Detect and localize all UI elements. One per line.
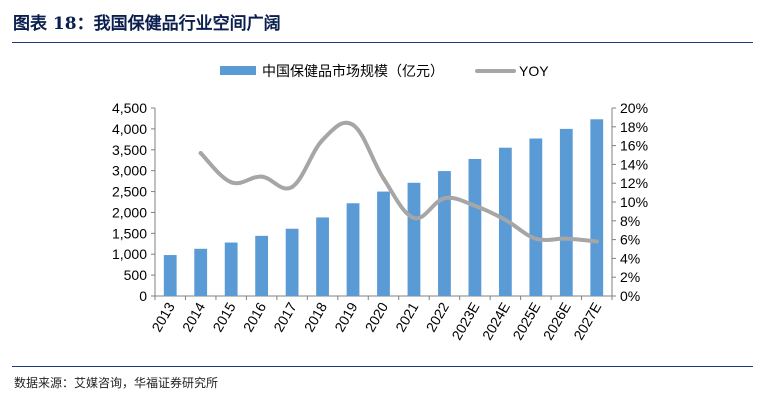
bar-2021: [407, 182, 421, 296]
x-tick-label: 2014: [179, 299, 209, 334]
yoy-point-2020: [381, 176, 386, 181]
x-tick-label: 2018: [301, 299, 331, 334]
left-axis-tick-label: 1,000: [112, 246, 147, 262]
yoy-point-2018: [320, 137, 325, 142]
yoy-point-2014: [198, 151, 203, 156]
x-tick-label: 2022: [423, 299, 453, 334]
left-axis-tick-label: 3,500: [112, 142, 147, 158]
source-rule: [12, 366, 753, 367]
bar-2020: [377, 191, 390, 296]
right-axis-tick-label: 20%: [620, 100, 648, 116]
yoy-series: [198, 120, 599, 244]
bar-2027E: [590, 119, 604, 296]
right-axis-tick-label: 18%: [620, 119, 648, 135]
x-tick-label: 2024E: [479, 300, 513, 343]
x-tick-label: 2025E: [509, 300, 543, 343]
x-tick-label: 2026E: [540, 300, 574, 343]
bar-2016: [255, 235, 269, 296]
yoy-point-2022: [442, 196, 447, 201]
left-axis-tick-label: 3,000: [112, 163, 147, 179]
bar-2015: [224, 242, 238, 296]
title-rule: [12, 42, 753, 43]
left-axis-tick-label: 500: [124, 267, 148, 283]
bar-2013: [163, 255, 177, 296]
legend-bar-label: 中国保健品市场规模（亿元）: [262, 63, 444, 79]
bar-2022: [438, 171, 451, 296]
left-axis-tick-label: 4,000: [112, 121, 147, 137]
legend-bar-swatch: [220, 66, 256, 75]
x-tick-label: 2027E: [570, 300, 604, 343]
x-tick-label: 2023E: [448, 300, 482, 343]
bar-2023E: [468, 158, 482, 296]
legend: 中国保健品市场规模（亿元） YOY: [220, 63, 549, 79]
x-tick-label: 2021: [392, 299, 422, 334]
bar-2026E: [559, 128, 573, 296]
x-tick-label: 2017: [270, 299, 300, 334]
right-axis-tick-label: 4%: [620, 250, 640, 266]
source-note: 数据来源：艾媒咨询，华福证券研究所: [14, 376, 219, 390]
left-axis-tick-label: 0: [139, 288, 147, 304]
yoy-point-2023E: [472, 203, 477, 208]
bar-2019: [346, 203, 360, 296]
yoy-point-2025E: [533, 236, 538, 241]
bar-2018: [316, 217, 329, 296]
bar-2017: [285, 228, 299, 296]
yoy-point-2015: [229, 180, 234, 185]
right-axis-tick-label: 16%: [620, 138, 648, 154]
yoy-point-2027E: [594, 239, 599, 244]
x-tick-labels: 2013 2014 2015 2016 2017 2018 2019 2020 2021 2022…: [148, 299, 604, 342]
right-axis-tick-label: 12%: [620, 175, 648, 191]
right-axis-tick-label: 14%: [620, 156, 648, 172]
yoy-point-2017: [290, 184, 295, 189]
right-axis-tick-label: 6%: [620, 232, 640, 248]
bar-2025E: [529, 138, 543, 296]
left-axis-tick-label: 4,500: [112, 100, 147, 116]
x-tick-label: 2015: [209, 299, 239, 334]
x-tick-label: 2013: [148, 299, 178, 334]
right-axis-tick-label: 2%: [620, 269, 640, 285]
yoy-point-2021: [411, 215, 416, 220]
left-axis-tick-label: 2,000: [112, 204, 147, 220]
left-axis-tick-label: 1,500: [112, 225, 147, 241]
right-axis-tick-label: 8%: [620, 213, 640, 229]
bar-series: [163, 119, 604, 296]
yoy-point-2016: [259, 174, 264, 179]
yoy-point-2026E: [564, 236, 569, 241]
yoy-point-2024E: [503, 217, 508, 222]
x-tick-label: 2020: [362, 299, 392, 334]
right-axis-tick-label: 0%: [620, 288, 640, 304]
x-tick-label: 2019: [331, 299, 361, 334]
legend-line-label: YOY: [519, 63, 549, 79]
x-tick-label: 2016: [240, 299, 270, 334]
yoy-point-2019: [351, 122, 356, 127]
figure-title: 图表 18：我国保健品行业空间广阔: [13, 14, 281, 34]
yoy-line: [198, 120, 599, 244]
right-axis-tick-label: 10%: [620, 194, 648, 210]
bar-2014: [194, 248, 208, 296]
left-axis-tick-label: 2,500: [112, 184, 147, 200]
